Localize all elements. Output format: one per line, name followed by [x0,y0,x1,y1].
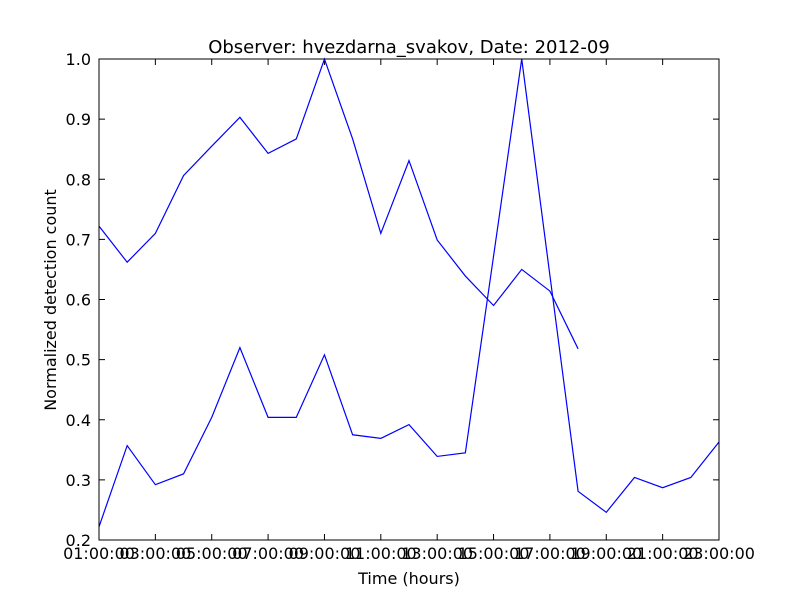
x-axis-label: Time (hours) [357,569,460,588]
y-tick-label: 0.2 [66,531,91,550]
line-series [98,58,720,527]
x-tick-label: 23:00:00 [683,544,755,563]
plot-frame [98,58,720,541]
x-tick-label: 15:00:00 [458,544,530,563]
y-tick-label: 0.4 [66,411,91,430]
x-tick-label: 05:00:00 [176,544,248,563]
x-tick-label: 07:00:00 [232,544,304,563]
y-axis-label: Normalized detection count [41,189,60,411]
x-tick-label: 13:00:00 [401,544,473,563]
y-tick-label: 0.6 [66,291,91,310]
x-tick-label: 21:00:00 [627,544,699,563]
x-tick-label: 17:00:00 [514,544,586,563]
y-tick-label: 0.9 [66,110,91,129]
y-tick-label: 0.5 [66,351,91,370]
x-tick-label: 19:00:00 [570,544,642,563]
x-tick-label: 01:00:00 [63,544,135,563]
x-tick-label: 03:00:00 [119,544,191,563]
x-tick-label: 09:00:00 [289,544,361,563]
y-tick-label: 0.3 [66,471,91,490]
x-tick-label: 11:00:00 [345,544,417,563]
y-tick-label: 0.7 [66,230,91,249]
line-series [98,57,579,350]
chart-title: Observer: hvezdarna_svakov, Date: 2012-0… [208,37,610,58]
y-tick-label: 0.8 [66,170,91,189]
y-tick-label: 1.0 [66,50,91,69]
